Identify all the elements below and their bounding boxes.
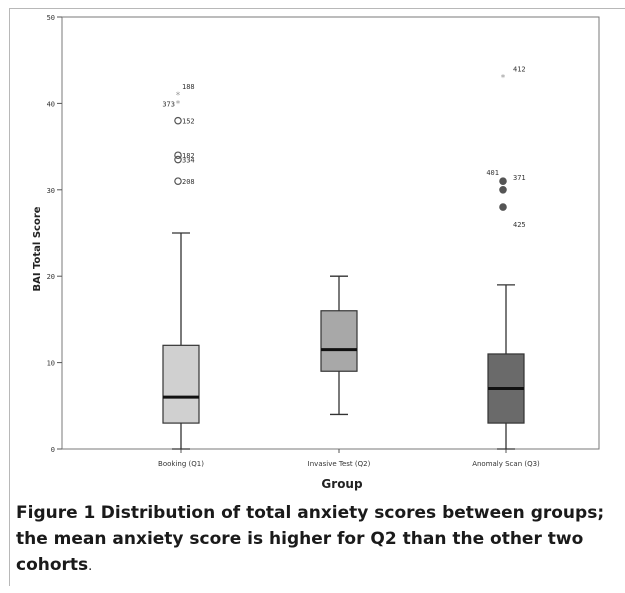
y-tick-label: 30: [47, 187, 55, 195]
x-category-label: Anomaly Scan (Q3): [472, 460, 540, 468]
y-tick-label: 10: [47, 360, 55, 368]
x-category-label: Booking (Q1): [158, 460, 204, 468]
outlier-point: [174, 151, 182, 160]
outlier-star: *: [176, 91, 181, 101]
outlier-point: [174, 155, 182, 164]
outlier-point: [499, 186, 507, 194]
outlier-point: [499, 203, 507, 211]
box-plot-chart: 0 10 20 30 40 50 Booking (Q1) Invasive Test (Q2…: [32, 14, 600, 491]
y-axis-title: BAI Total Score: [32, 206, 43, 291]
caption-text: Distribution of total anxiety scores bet…: [16, 503, 605, 575]
outlier-label: 401: [486, 169, 499, 177]
figure-frame: [9, 8, 625, 586]
outlier-label: 188: [182, 83, 195, 91]
outlier-label: 371: [513, 174, 526, 182]
outlier-label: 334: [182, 157, 195, 165]
outlier-label: 152: [182, 118, 195, 126]
outlier-point: [499, 177, 507, 185]
iqr-box: [162, 344, 200, 424]
outlier-label: 208: [182, 178, 195, 186]
y-tick-label: 20: [47, 273, 55, 281]
outlier-label: 425: [513, 221, 526, 229]
outlier-label: 373: [162, 100, 175, 108]
figure-caption: Figure 1 Distribution of total anxiety s…: [16, 500, 606, 580]
y-tick-label: 40: [47, 100, 55, 108]
outlier-point: [174, 116, 182, 125]
y-tick-label: 0: [51, 446, 55, 454]
iqr-box: [320, 310, 358, 372]
caption-end: .: [88, 559, 93, 574]
outlier-star: *: [501, 73, 506, 83]
caption-label: Figure 1: [16, 503, 96, 523]
y-tick-label: 50: [47, 14, 55, 22]
x-category-label: Invasive Test (Q2): [308, 460, 371, 468]
outlier-label: 182: [182, 152, 195, 160]
x-axis-title: Group: [321, 477, 363, 491]
plot-border: [61, 16, 600, 450]
outlier-star: *: [176, 99, 181, 109]
outlier-point: [174, 177, 182, 185]
outlier-label: 412: [513, 65, 526, 73]
